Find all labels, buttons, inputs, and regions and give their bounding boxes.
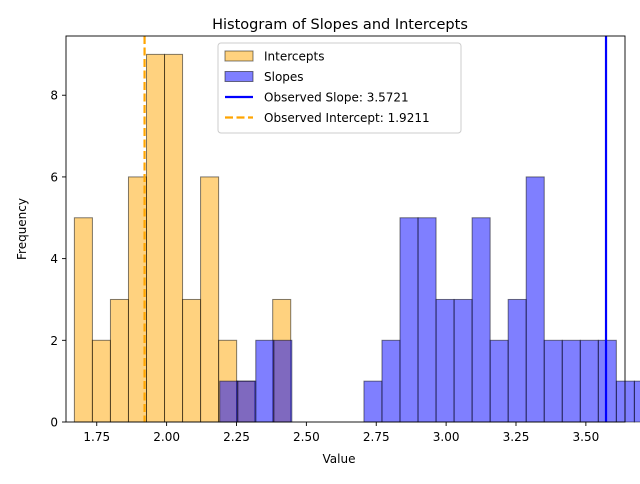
bar-intercepts-2	[109, 298, 129, 423]
legend-swatch	[224, 71, 254, 82]
bar-slopes-9	[381, 339, 401, 423]
x-tick-label: 1.75	[83, 430, 110, 444]
x-tick-label: 3.25	[503, 430, 530, 444]
x-tick-label: 3.50	[573, 430, 600, 444]
x-tick-label: 2.25	[223, 430, 250, 444]
x-tick-label: 3.00	[433, 430, 460, 444]
legend-box	[217, 42, 462, 134]
bar-slopes-19	[561, 339, 581, 423]
chart-title: Histogram of Slopes and Intercepts	[212, 17, 468, 33]
x-tick-label: 2.00	[153, 430, 180, 444]
y-axis-ticks: 0 2 4 6 8	[50, 89, 66, 430]
legend-label: Observed Intercept: 1.9211	[264, 111, 430, 125]
bar-slopes-2	[255, 339, 275, 423]
reference-lines	[143, 36, 608, 422]
bar-slopes-17	[525, 176, 545, 423]
bar-slopes-18	[543, 339, 563, 423]
bar-slopes-13	[453, 298, 473, 423]
bar-slopes-11	[417, 217, 437, 423]
legend-label: Observed Slope: 3.5721	[264, 91, 409, 105]
bar-slopes-3	[273, 339, 293, 423]
bar-slopes-14	[471, 217, 491, 423]
y-tick-label: 6	[50, 170, 58, 184]
bars-layer	[73, 53, 640, 423]
bar-intercepts-0	[73, 217, 93, 423]
y-tick-label: 2	[50, 334, 58, 348]
y-tick-label: 8	[50, 89, 58, 103]
bar-slopes-10	[399, 217, 419, 423]
bar-intercepts-4	[146, 53, 166, 423]
bar-slopes-0	[219, 380, 239, 423]
plot-frame	[65, 35, 626, 423]
bar-intercepts-7	[200, 176, 220, 423]
y-axis-label: Frequency	[15, 198, 29, 260]
bar-intercepts-1	[91, 339, 111, 423]
bar-intercepts-6	[182, 298, 202, 423]
bar-slopes-12	[435, 298, 455, 423]
x-axis-label: Value	[323, 452, 356, 466]
bar-slopes-23	[633, 380, 640, 423]
bar-slopes-1	[237, 380, 257, 423]
bar-slopes-8	[363, 380, 383, 423]
x-tick-label: 2.50	[293, 430, 320, 444]
bar-slopes-16	[507, 298, 527, 423]
x-tick-label: 2.75	[363, 430, 390, 444]
x-axis-ticks: 1.75 2.00 2.25 2.50 2.75 3.00 3.25 3.50	[83, 422, 599, 444]
legend-label: Intercepts	[264, 50, 324, 64]
legend: Intercepts Slopes Observed Slope: 3.5721 Ob…	[217, 42, 462, 134]
bar-slopes-20	[579, 339, 599, 423]
legend-label: Slopes	[264, 70, 304, 84]
bar-intercepts-5	[164, 53, 184, 423]
bar-slopes-15	[489, 339, 509, 423]
y-tick-label: 4	[50, 252, 58, 266]
legend-swatch	[224, 50, 254, 62]
bar-slopes-21	[597, 339, 617, 423]
y-tick-label: 0	[50, 416, 58, 430]
